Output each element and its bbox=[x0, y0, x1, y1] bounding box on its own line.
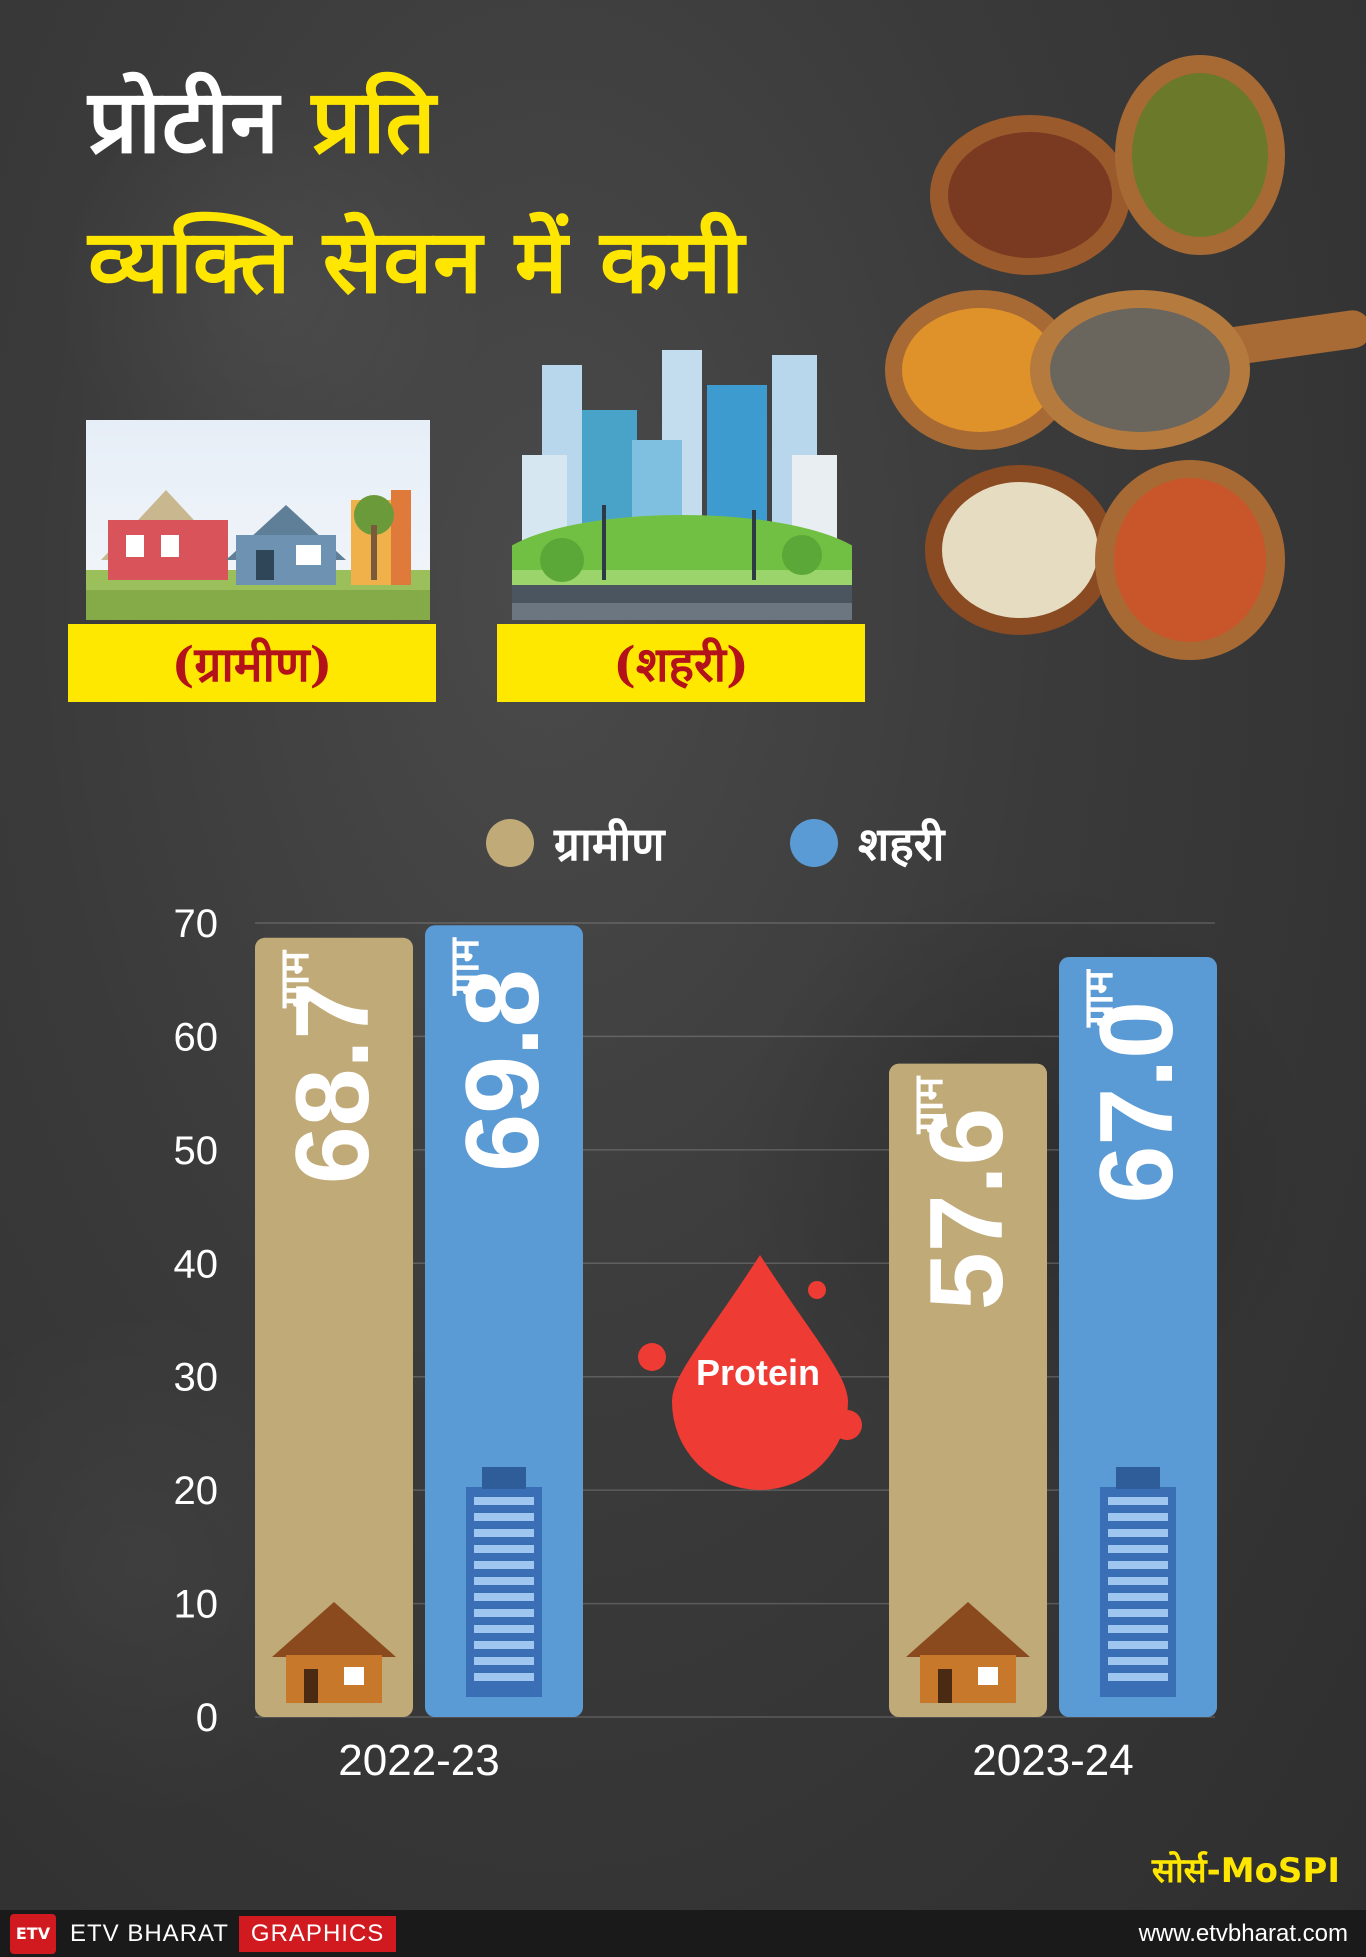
footer-brand: ETV BHARAT bbox=[70, 1919, 229, 1947]
bar-urban bbox=[1059, 957, 1217, 1717]
bar-value-label: 68.7 bbox=[275, 982, 391, 1184]
source-credit: सोर्स-MoSPI bbox=[1151, 1851, 1340, 1891]
grain-spoons-image bbox=[880, 40, 1366, 720]
footer-graphics-tag: GRAPHICS bbox=[238, 1915, 397, 1952]
legend-rural: ग्रामीण bbox=[486, 812, 665, 874]
urban-label-box: (शहरी) bbox=[497, 624, 865, 702]
bar-unit-label: ग्राम bbox=[906, 1075, 952, 1135]
hut-icon bbox=[272, 1602, 396, 1703]
legend-rural-swatch bbox=[486, 819, 534, 867]
y-tick-label: 70 bbox=[174, 902, 219, 946]
x-tick-label: 2023-24 bbox=[972, 1736, 1133, 1785]
legend-rural-label: ग्रामीण bbox=[554, 817, 665, 871]
title-word-prati: प्रति bbox=[311, 70, 437, 173]
title-line-2: व्यक्ति सेवन में कमी bbox=[88, 210, 746, 313]
rural-scene-image bbox=[86, 420, 430, 620]
y-tick-label: 0 bbox=[196, 1696, 218, 1740]
building-icon bbox=[1100, 1467, 1176, 1697]
y-tick-label: 40 bbox=[174, 1242, 219, 1286]
bar-value-label: 57.6 bbox=[909, 1108, 1025, 1310]
legend-urban: शहरी bbox=[790, 812, 944, 874]
protein-drop-badge: Protein bbox=[638, 1255, 862, 1490]
title-line-1: प्रोटीन प्रति bbox=[88, 78, 437, 166]
legend-urban-label: शहरी bbox=[858, 817, 945, 871]
bar-unit-label: ग्राम bbox=[272, 949, 318, 1009]
bar-rural bbox=[255, 937, 413, 1717]
bar-unit-label: ग्राम bbox=[442, 936, 488, 996]
etv-logo: ETV bbox=[10, 1913, 56, 1954]
urban-scene-image bbox=[512, 345, 852, 620]
bar-unit-label: ग्राम bbox=[1076, 968, 1122, 1028]
y-tick-label: 10 bbox=[174, 1583, 219, 1627]
y-tick-label: 60 bbox=[174, 1015, 219, 1059]
y-tick-label: 50 bbox=[174, 1129, 219, 1173]
hut-icon bbox=[906, 1602, 1030, 1703]
rural-label-box: (ग्रामीण) bbox=[68, 624, 436, 702]
title-word-protein: प्रोटीन bbox=[88, 70, 280, 173]
x-tick-label: 2022-23 bbox=[338, 1736, 499, 1785]
y-tick-label: 20 bbox=[174, 1469, 219, 1513]
legend-urban-swatch bbox=[790, 819, 838, 867]
footer-website: www.etvbharat.com bbox=[1138, 1919, 1348, 1947]
protein-badge-label: Protein bbox=[696, 1352, 820, 1393]
footer-bar: ETV ETV BHARAT GRAPHICS www.etvbharat.co… bbox=[0, 1910, 1366, 1957]
bar-value-label: 67.0 bbox=[1079, 1001, 1195, 1203]
y-tick-label: 30 bbox=[174, 1356, 219, 1400]
building-icon bbox=[466, 1467, 542, 1697]
bar-rural bbox=[889, 1063, 1047, 1717]
bar-urban bbox=[425, 925, 583, 1717]
bar-value-label: 69.8 bbox=[445, 969, 561, 1171]
